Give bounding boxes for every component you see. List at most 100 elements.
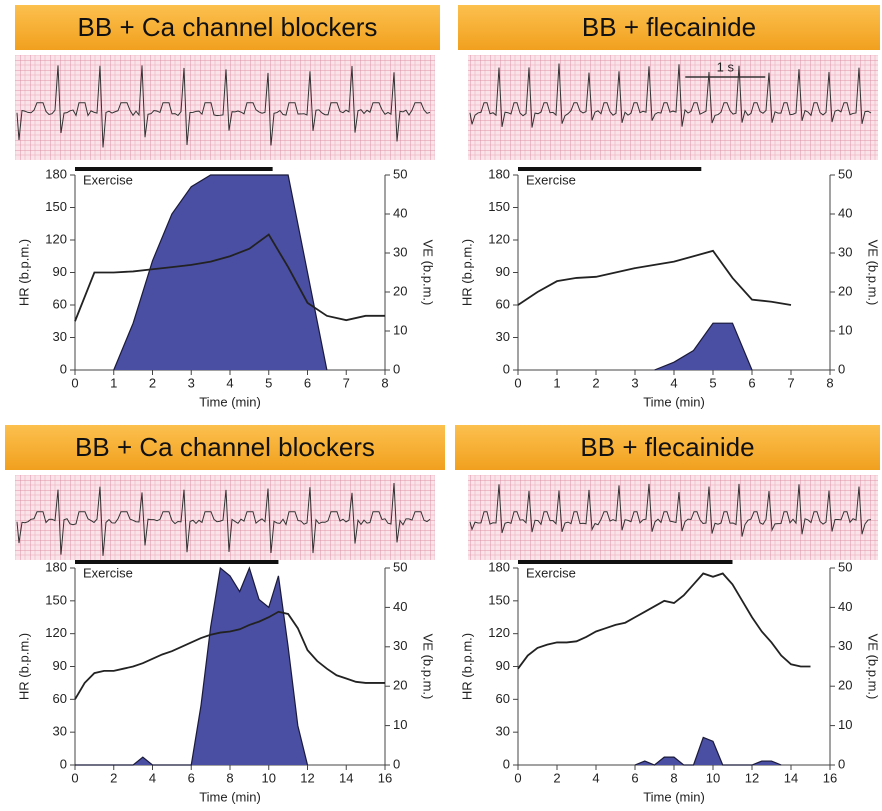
x-tick-label: 0 <box>71 770 78 785</box>
x-tick-label: 1 <box>553 375 560 390</box>
y2-tick-label: 10 <box>838 322 852 337</box>
y2-tick-label: 30 <box>393 638 407 653</box>
exercise-label: Exercise <box>526 172 576 187</box>
y-tick-label: 90 <box>496 658 510 673</box>
x-tick-label: 4 <box>592 770 599 785</box>
y-tick-label: 0 <box>503 361 510 376</box>
y2-tick-label: 0 <box>393 361 400 376</box>
y-tick-label: 30 <box>53 329 67 344</box>
x-tick-label: 2 <box>592 375 599 390</box>
panel-title: BB + Ca channel blockers <box>78 12 378 42</box>
y-tick-label: 30 <box>53 724 67 739</box>
y-axis-label: HR (b.p.m.) <box>459 239 474 306</box>
y2-tick-label: 30 <box>838 638 852 653</box>
y2-tick-label: 50 <box>838 166 852 181</box>
y-tick-label: 180 <box>45 559 67 574</box>
y-tick-label: 0 <box>503 756 510 771</box>
y-axis-label: HR (b.p.m.) <box>16 239 31 306</box>
y-tick-label: 150 <box>488 199 510 214</box>
x-tick-label: 0 <box>71 375 78 390</box>
y2-tick-label: 20 <box>393 283 407 298</box>
y2-tick-label: 0 <box>838 361 845 376</box>
y2-tick-label: 40 <box>393 599 407 614</box>
y-tick-label: 150 <box>45 592 67 607</box>
x-tick-label: 16 <box>378 770 392 785</box>
ve-area <box>114 175 327 370</box>
y-axis-label: HR (b.p.m.) <box>459 633 474 700</box>
x-tick-label: 8 <box>826 375 833 390</box>
x-tick-label: 3 <box>188 375 195 390</box>
y-tick-label: 90 <box>53 264 67 279</box>
x-tick-label: 6 <box>304 375 311 390</box>
x-tick-label: 16 <box>823 770 837 785</box>
exercise-label: Exercise <box>83 172 133 187</box>
y2-tick-label: 0 <box>838 756 845 771</box>
y-tick-label: 60 <box>53 691 67 706</box>
y-tick-label: 150 <box>488 592 510 607</box>
y2-axis-label: VE (b.p.m.) <box>421 240 436 306</box>
y-tick-label: 180 <box>45 166 67 181</box>
x-tick-label: 12 <box>300 770 314 785</box>
y2-tick-label: 50 <box>393 559 407 574</box>
x-tick-label: 6 <box>748 375 755 390</box>
y2-tick-label: 40 <box>393 205 407 220</box>
x-tick-label: 14 <box>339 770 353 785</box>
y2-tick-label: 10 <box>393 717 407 732</box>
y2-tick-label: 50 <box>393 166 407 181</box>
x-tick-label: 1 <box>110 375 117 390</box>
ve-area <box>655 323 753 370</box>
y2-tick-label: 40 <box>838 599 852 614</box>
y-tick-label: 120 <box>488 625 510 640</box>
x-axis-label: Time (min) <box>199 394 261 409</box>
y2-tick-label: 30 <box>393 244 407 259</box>
x-tick-label: 4 <box>226 375 233 390</box>
y-tick-label: 0 <box>60 756 67 771</box>
x-tick-label: 5 <box>265 375 272 390</box>
hr-line <box>518 573 811 668</box>
y-tick-label: 60 <box>53 296 67 311</box>
y-axis-label: HR (b.p.m.) <box>16 633 31 700</box>
ve-area <box>635 737 781 765</box>
x-tick-label: 2 <box>149 375 156 390</box>
y-tick-label: 180 <box>488 166 510 181</box>
y2-tick-label: 30 <box>838 244 852 259</box>
y-tick-label: 90 <box>496 264 510 279</box>
y2-tick-label: 20 <box>838 283 852 298</box>
y2-tick-label: 0 <box>393 756 400 771</box>
y2-axis-label: VE (b.p.m.) <box>421 634 436 700</box>
hr-line <box>518 251 791 305</box>
x-tick-label: 10 <box>262 770 276 785</box>
x-tick-label: 0 <box>514 375 521 390</box>
x-tick-label: 7 <box>787 375 794 390</box>
x-tick-label: 0 <box>514 770 521 785</box>
y-tick-label: 60 <box>496 691 510 706</box>
y2-tick-label: 10 <box>393 322 407 337</box>
y2-tick-label: 40 <box>838 205 852 220</box>
x-tick-label: 12 <box>745 770 759 785</box>
x-axis-label: Time (min) <box>643 394 705 409</box>
y-tick-label: 120 <box>45 625 67 640</box>
x-axis-label: Time (min) <box>643 789 705 804</box>
x-tick-label: 6 <box>631 770 638 785</box>
panel-title: BB + flecainide <box>580 432 754 462</box>
x-tick-label: 14 <box>784 770 798 785</box>
y2-tick-label: 20 <box>838 678 852 693</box>
x-tick-label: 4 <box>149 770 156 785</box>
x-tick-label: 2 <box>110 770 117 785</box>
y2-tick-label: 50 <box>838 559 852 574</box>
x-tick-label: 7 <box>343 375 350 390</box>
x-tick-label: 8 <box>670 770 677 785</box>
x-tick-label: 3 <box>631 375 638 390</box>
y2-tick-label: 20 <box>393 678 407 693</box>
panel-title: BB + Ca channel blockers <box>75 432 375 462</box>
y-tick-label: 150 <box>45 199 67 214</box>
ve-area <box>75 568 308 765</box>
x-tick-label: 4 <box>670 375 677 390</box>
y2-tick-label: 10 <box>838 717 852 732</box>
scale-bar-label: 1 s <box>717 59 735 74</box>
y-tick-label: 120 <box>45 231 67 246</box>
y-tick-label: 120 <box>488 231 510 246</box>
y-tick-label: 30 <box>496 724 510 739</box>
x-tick-label: 10 <box>706 770 720 785</box>
exercise-label: Exercise <box>83 565 133 580</box>
